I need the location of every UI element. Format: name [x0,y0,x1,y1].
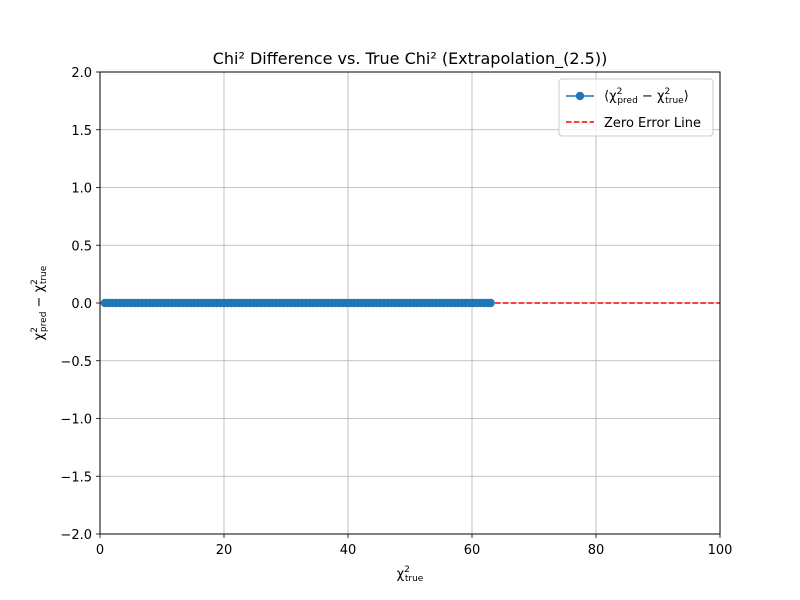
chart-title: Chi² Difference vs. True Chi² (Extrapola… [213,49,608,69]
legend-main-a-base: χ [609,89,617,104]
y-axis-ticks: −2.0 −1.5 −1.0 −0.5 0.0 0.5 1.0 1.5 2.0 [60,66,100,543]
x-tick-label: 60 [464,543,481,558]
y-axis-label-a-sub: pred [39,312,49,332]
legend-main-b-sub: true [665,96,684,106]
x-axis-label-base: χ [397,567,405,582]
legend-main-op: − [638,89,657,104]
legend-text-zero: Zero Error Line [604,116,701,131]
legend-marker-main [575,91,585,101]
legend-main-b-sup: 2 [664,87,670,97]
y-tick-label: 1.0 [71,182,92,197]
y-tick-label: 0.0 [71,297,92,312]
x-axis-ticks: 0 20 40 60 80 100 [96,534,733,558]
x-axis-label: χ2 true [397,565,424,584]
y-axis-label-b-sup: 2 [30,279,40,285]
legend-main-a-sup: 2 [617,87,623,97]
x-axis-label-sub: true [405,574,424,584]
y-axis-label-a-sup: 2 [30,327,40,333]
data-point [486,298,495,308]
x-tick-label: 20 [216,543,233,558]
legend-main-open: ⟨ [604,89,609,104]
x-tick-label: 80 [588,543,605,558]
legend: ⟨χ2 pred − χ2 true⟩ Zero Error Line [558,78,714,137]
y-tick-label: 2.0 [71,66,92,81]
legend-box [558,78,714,137]
x-tick-label: 100 [708,543,733,558]
legend-main-close: ⟩ [684,89,689,104]
y-tick-label: 1.5 [71,124,92,139]
y-tick-label: −2.0 [60,528,92,543]
y-tick-label: −1.5 [60,470,92,485]
y-tick-label: −1.0 [60,413,92,428]
y-axis-label-b-sub: true [39,265,49,284]
x-tick-label: 40 [340,543,357,558]
x-axis-label-sup: 2 [404,565,410,575]
y-axis-label: χ2pred − χ2true [30,265,49,340]
chi2-diff-series [100,298,495,308]
x-tick-label: 0 [96,543,104,558]
y-axis-label-op: − [32,292,47,311]
y-axis-label-b-base: χ [32,284,47,292]
legend-text-main: ⟨χ2 pred − χ2 true⟩ [604,87,689,106]
y-axis-label-a-base: χ [32,332,47,340]
legend-main-a-sub: pred [617,96,637,106]
legend-main-b-base: χ [657,89,665,104]
y-tick-label: −0.5 [60,355,92,370]
y-tick-label: 0.5 [71,239,92,254]
